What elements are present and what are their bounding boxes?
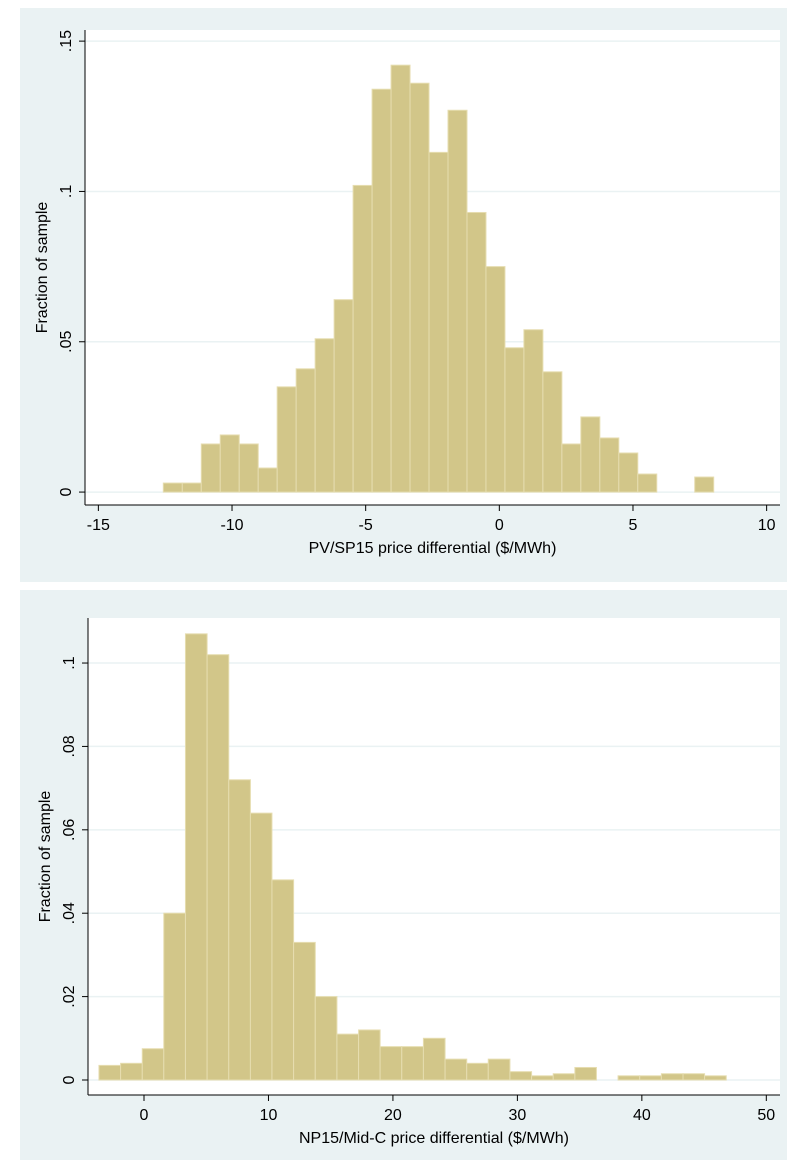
x-tick-label: 30: [508, 1107, 526, 1124]
y-tick-label: .06: [61, 819, 78, 841]
x-tick-label: 20: [384, 1107, 402, 1124]
bar: [333, 299, 354, 493]
x-tick-label: 5: [629, 517, 638, 534]
y-tick-label: 0: [58, 488, 75, 497]
x-tick-label: -10: [220, 517, 243, 534]
bar: [295, 368, 316, 493]
bar: [293, 941, 316, 1081]
bar: [485, 266, 506, 493]
bar: [466, 211, 487, 493]
bar: [599, 437, 620, 493]
x-tick-label: -5: [359, 517, 373, 534]
y-axis-title: Fraction of sample: [37, 791, 54, 923]
x-tick-label: 0: [140, 1107, 149, 1124]
x-tick-label: 10: [758, 517, 776, 534]
bar: [523, 329, 544, 493]
y-tick-label: .08: [61, 735, 78, 757]
y-tick-label: .04: [61, 902, 78, 924]
bar: [162, 482, 183, 493]
bar: [447, 109, 468, 493]
x-axis-title: PV/SP15 price differential ($/MWh): [309, 540, 557, 557]
bar: [401, 1046, 424, 1081]
bar: [314, 338, 335, 493]
y-tick-label: .1: [58, 185, 75, 198]
x-tick-label: 10: [260, 1107, 278, 1124]
bar: [552, 1073, 576, 1081]
bar: [98, 1064, 122, 1081]
bar: [409, 82, 430, 493]
bar: [206, 654, 230, 1081]
bar: [141, 1048, 165, 1081]
bar: [249, 812, 273, 1081]
bar: [444, 1058, 468, 1081]
bar: [352, 184, 373, 493]
bar: [271, 879, 295, 1081]
x-tick-label: -15: [87, 517, 110, 534]
bar: [200, 443, 221, 493]
bar: [639, 1075, 662, 1081]
bar: [504, 347, 525, 493]
bar: [184, 633, 208, 1081]
bar: [580, 416, 601, 493]
bar: [542, 371, 563, 493]
bar: [422, 1037, 446, 1081]
bar: [509, 1071, 533, 1081]
y-tick-label: 0: [61, 1075, 78, 1084]
bar: [163, 912, 186, 1081]
bar: [574, 1066, 597, 1081]
y-axis-title: Fraction of sample: [34, 202, 51, 334]
x-tick-label: 40: [633, 1107, 651, 1124]
x-tick-label: 50: [757, 1107, 775, 1124]
bar: [660, 1073, 684, 1081]
bar: [561, 443, 582, 493]
x-axis-title: NP15/Mid-C price differential ($/MWh): [299, 1130, 569, 1147]
bar: [276, 386, 297, 493]
x-tick-label: 0: [495, 517, 504, 534]
bar: [466, 1062, 489, 1081]
bar: [358, 1029, 381, 1081]
bar: [682, 1073, 706, 1081]
y-tick-label: .05: [58, 331, 75, 353]
bar: [120, 1062, 143, 1081]
bar: [228, 779, 251, 1081]
bar: [336, 1033, 360, 1081]
bar: [371, 88, 392, 493]
bar: [238, 443, 259, 493]
y-tick-label: .15: [58, 30, 75, 52]
bar: [694, 476, 715, 493]
bar: [617, 1075, 641, 1081]
bar: [618, 452, 639, 493]
y-tick-label: .02: [61, 985, 78, 1007]
bar: [637, 473, 658, 493]
bar: [257, 467, 278, 493]
y-tick-label: .1: [61, 656, 78, 669]
bar: [219, 434, 240, 493]
bar: [487, 1058, 511, 1081]
bar: [531, 1075, 554, 1081]
bar: [314, 996, 338, 1081]
bar: [181, 482, 202, 493]
bar: [390, 64, 411, 493]
bar: [704, 1075, 727, 1081]
bar: [379, 1046, 403, 1081]
bar: [428, 151, 449, 493]
